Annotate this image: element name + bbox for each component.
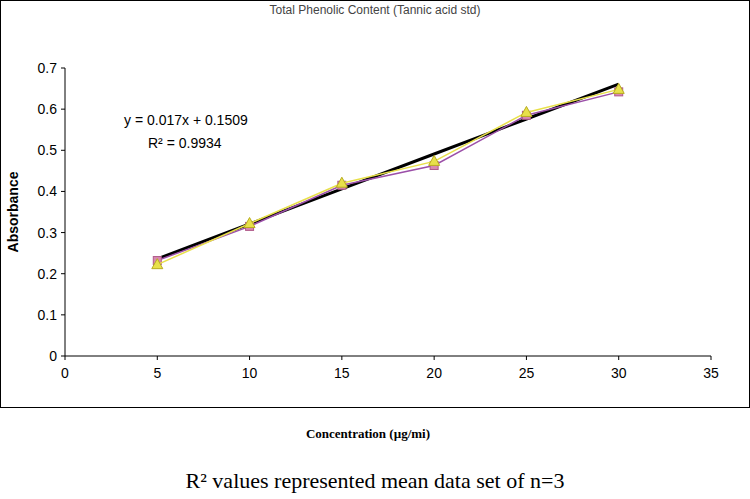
title: Total Phenolic Content (Tannic acid std) [270,3,481,17]
x-tick-label: 25 [519,365,535,381]
point [152,259,163,269]
trend-line [157,84,618,259]
x-tick-label: 35 [703,365,719,381]
x-tick [249,356,250,360]
y-tick [61,191,65,192]
x-axis [65,356,711,357]
y-tick-label: 0.4 [38,183,58,199]
x-tick [157,356,158,360]
annotation: R² = 0.9934 [148,135,222,151]
point [336,177,347,187]
y-axis-label: Absorbance [5,171,21,252]
point [521,106,532,116]
x-tick [65,356,66,360]
y-tick-label: 0.7 [38,60,58,76]
x-tick-label: 10 [242,365,258,381]
y-tick [61,232,65,233]
y-tick-label: 0.6 [38,101,58,117]
x-tick-label: 5 [153,365,161,381]
x-tick [434,356,435,360]
point [429,155,440,165]
point [613,83,624,93]
y-tick-label: 0.2 [38,266,58,282]
point [244,218,255,228]
y-tick [61,314,65,315]
x-tick [341,356,342,360]
y-tick [61,273,65,274]
y-tick-label: 0.5 [38,142,58,158]
caption: R² values represented mean data set of n… [186,468,565,493]
x-tick [526,356,527,360]
x-tick [618,356,619,360]
y-tick [61,356,65,357]
x-tick [711,356,712,360]
x-axis-label: Concentration (µg/mi) [306,426,430,441]
y-tick-label: 0.3 [38,225,58,241]
chart-frame [1,1,750,408]
x-tick-label: 0 [61,365,69,381]
x-tick-label: 20 [426,365,442,381]
y-tick [61,109,65,110]
y-tick [61,68,65,69]
chart: Total Phenolic Content (Tannic acid std)… [0,0,750,499]
y-axis [65,68,66,356]
x-tick-label: 30 [611,365,627,381]
x-tick-label: 15 [334,365,350,381]
y-tick-label: 0.1 [38,307,58,323]
annotation: y = 0.017x + 0.1509 [124,112,248,128]
y-tick [61,150,65,151]
y-tick-label: 0 [49,348,57,364]
